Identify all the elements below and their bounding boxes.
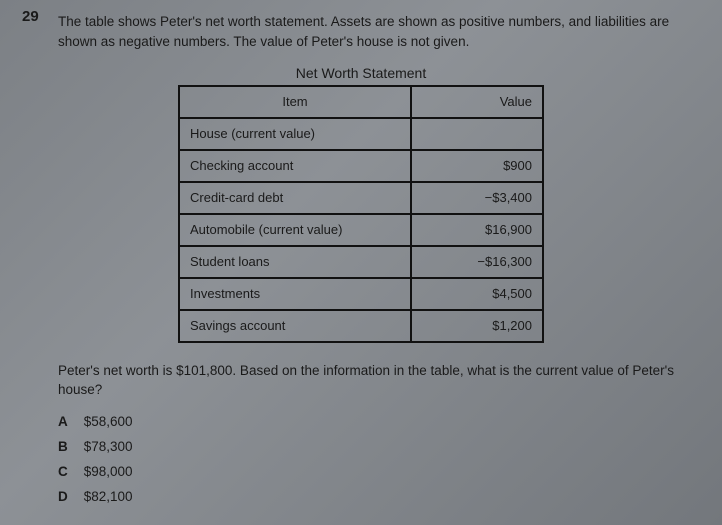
cell-item: Student loans [179, 246, 411, 278]
cell-item: Checking account [179, 150, 411, 182]
choice-letter: A [58, 414, 80, 429]
table-row: Savings account $1,200 [179, 310, 543, 342]
cell-item: Automobile (current value) [179, 214, 411, 246]
cell-item: House (current value) [179, 118, 411, 150]
choice-letter: B [58, 439, 80, 454]
table-row: House (current value) [179, 118, 543, 150]
header-item: Item [179, 86, 411, 118]
choice-c[interactable]: C $98,000 [58, 464, 692, 479]
cell-value: −$3,400 [411, 182, 543, 214]
table-row: Automobile (current value) $16,900 [179, 214, 543, 246]
cell-item: Savings account [179, 310, 411, 342]
choice-text: $98,000 [84, 464, 133, 479]
choice-text: $78,300 [84, 439, 133, 454]
choice-letter: C [58, 464, 80, 479]
choice-b[interactable]: B $78,300 [58, 439, 692, 454]
choice-a[interactable]: A $58,600 [58, 414, 692, 429]
table-title: Net Worth Statement [30, 65, 692, 81]
cell-value: $4,500 [411, 278, 543, 310]
cell-value: $1,200 [411, 310, 543, 342]
table-row: Investments $4,500 [179, 278, 543, 310]
question-number: 29 [22, 8, 39, 25]
cell-value [411, 118, 543, 150]
worksheet-page: 29 The table shows Peter's net worth sta… [0, 0, 722, 525]
net-worth-table: Item Value House (current value) Checkin… [178, 85, 544, 343]
cell-value: $900 [411, 150, 543, 182]
cell-value: −$16,300 [411, 246, 543, 278]
table-row: Credit-card debt −$3,400 [179, 182, 543, 214]
choice-text: $58,600 [84, 414, 133, 429]
cell-item: Credit-card debt [179, 182, 411, 214]
answer-choices: A $58,600 B $78,300 C $98,000 D $82,100 [58, 414, 692, 504]
table-header-row: Item Value [179, 86, 543, 118]
choice-text: $82,100 [84, 489, 133, 504]
choice-letter: D [58, 489, 80, 504]
table-row: Student loans −$16,300 [179, 246, 543, 278]
question-followup: Peter's net worth is $101,800. Based on … [58, 361, 692, 400]
choice-d[interactable]: D $82,100 [58, 489, 692, 504]
header-value: Value [411, 86, 543, 118]
cell-item: Investments [179, 278, 411, 310]
cell-value: $16,900 [411, 214, 543, 246]
table-row: Checking account $900 [179, 150, 543, 182]
question-stem: The table shows Peter's net worth statem… [58, 12, 692, 51]
